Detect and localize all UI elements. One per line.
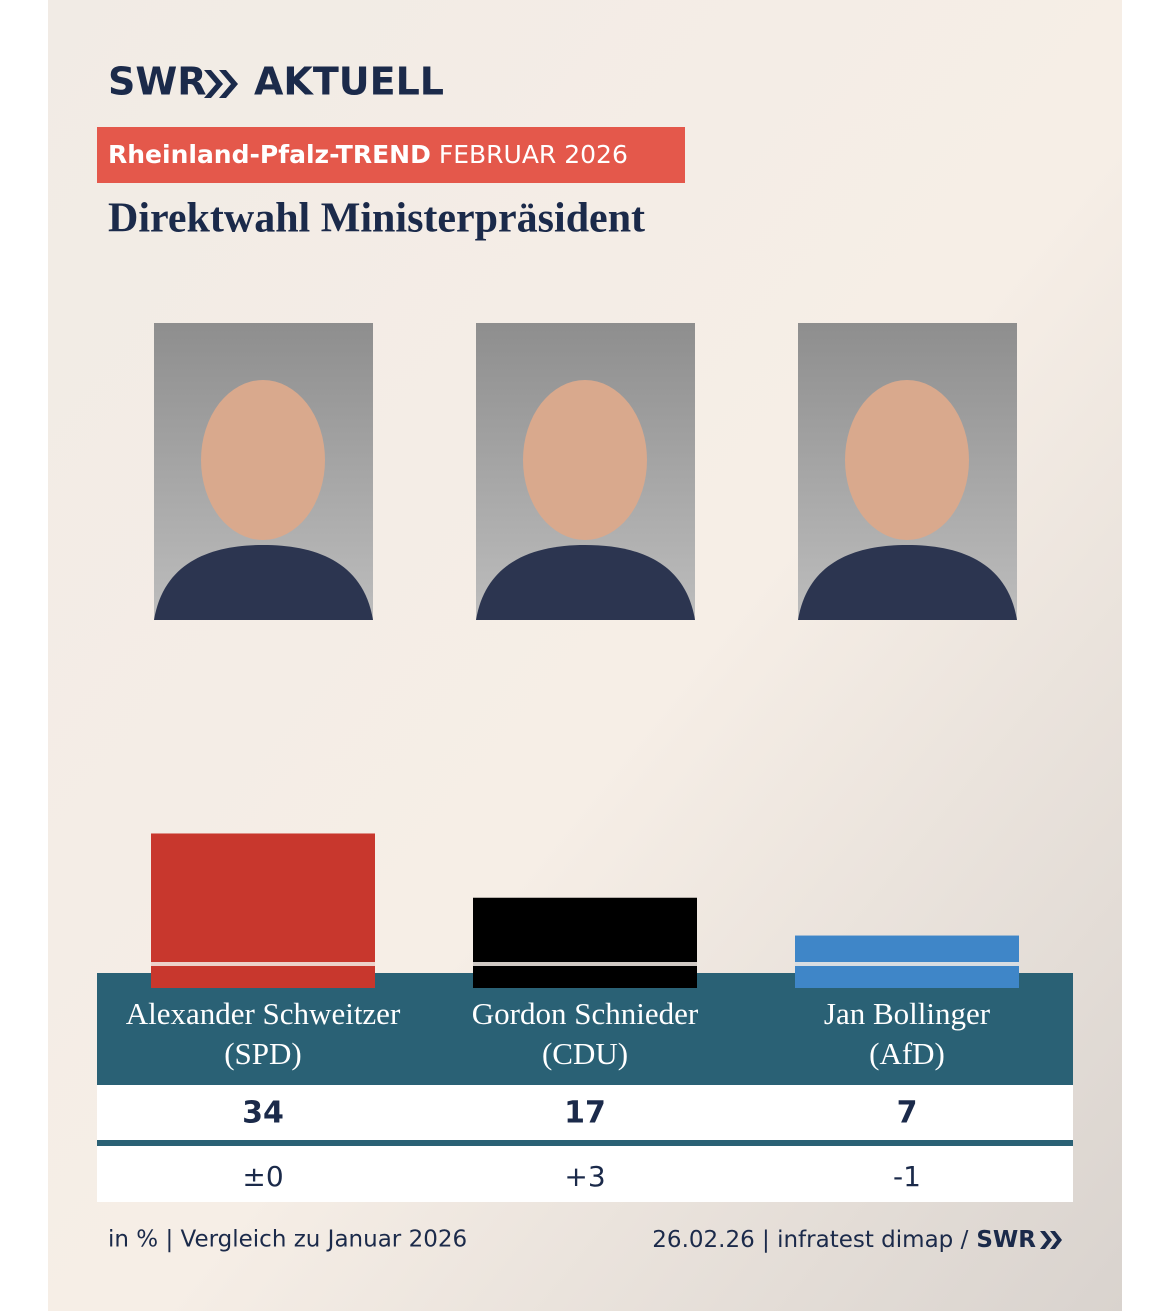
candidate-party: (AfD) <box>869 1036 945 1071</box>
change-label: ±0 <box>242 1160 283 1193</box>
chart-title: Direktwahl Ministerpräsident <box>108 196 645 242</box>
banner-date: FEBRUAR 2026 <box>439 140 628 169</box>
brand-arrows <box>204 70 238 98</box>
footer-arrows <box>1040 1231 1062 1249</box>
photo-face <box>523 380 647 540</box>
banner-name: Rheinland-Pfalz-TREND <box>108 140 431 169</box>
candidate-name: Jan Bollinger <box>824 996 991 1031</box>
banner-background <box>97 127 685 183</box>
footer-source: 26.02.26 | infratest dimap / SWR <box>652 1227 1036 1253</box>
value-label: 7 <box>897 1096 918 1131</box>
candidate-name: Gordon Schnieder <box>472 996 699 1031</box>
footer-note: in % | Vergleich zu Januar 2026 <box>108 1227 467 1253</box>
candidate-party: (SPD) <box>224 1036 302 1071</box>
banner: Rheinland-Pfalz-TREND FEBRUAR 2026 <box>108 140 628 169</box>
photo-silhouette <box>476 545 695 620</box>
brand-suffix: AKTUELL <box>254 60 444 104</box>
photo-silhouette <box>798 545 1017 620</box>
bar-gap <box>473 962 697 966</box>
change-label: -1 <box>893 1160 921 1193</box>
value-label: 17 <box>564 1096 606 1131</box>
brand: SWR <box>108 60 207 104</box>
name-row <box>97 973 1073 1085</box>
bar <box>473 897 697 988</box>
footer-brand: SWR <box>976 1227 1036 1253</box>
row-divider <box>97 1140 1073 1146</box>
candidate-party: (CDU) <box>542 1036 628 1071</box>
change-label: +3 <box>564 1160 605 1193</box>
photo-silhouette <box>154 545 373 620</box>
value-label: 34 <box>242 1096 284 1131</box>
photo-face <box>201 380 325 540</box>
bar-gap <box>795 962 1019 966</box>
photo-face <box>845 380 969 540</box>
bar <box>795 935 1019 988</box>
candidate-name: Alexander Schweitzer <box>126 996 401 1031</box>
bar-gap <box>151 962 375 966</box>
footer-source-text: 26.02.26 | infratest dimap / <box>652 1227 968 1253</box>
